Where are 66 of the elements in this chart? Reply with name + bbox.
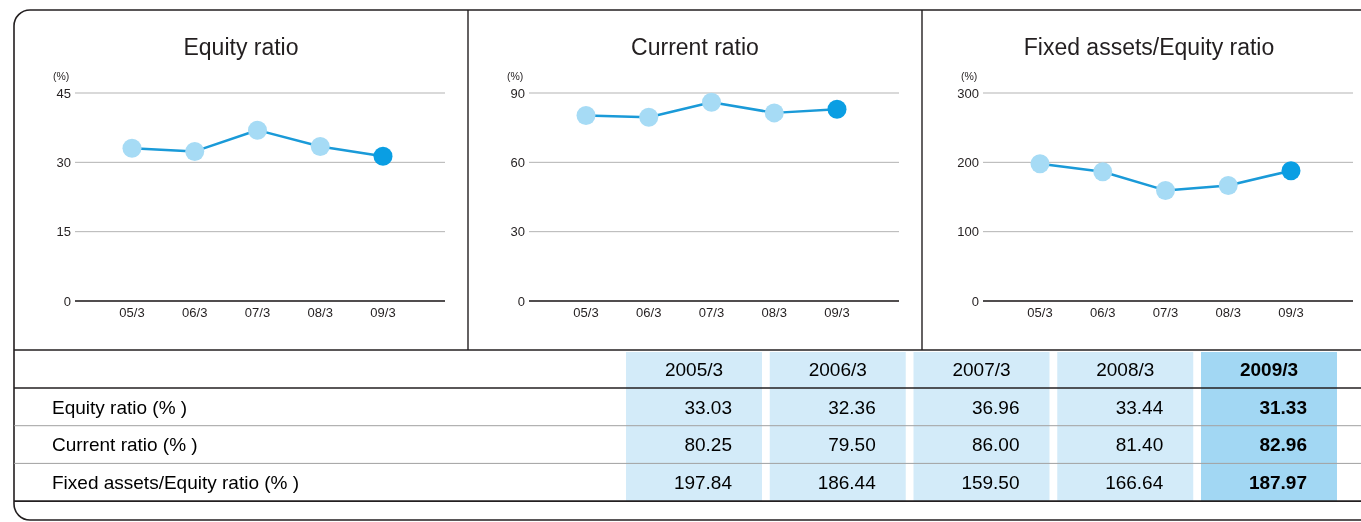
y-tick-label: 200	[957, 154, 979, 170]
data-label: 166.64	[1105, 471, 1164, 493]
text: Equity ratio (% )	[52, 396, 188, 418]
x-tick-label: 05/3	[573, 305, 599, 320]
x-tick-label: 08/3	[761, 305, 787, 320]
data-label: 186.44	[817, 471, 877, 493]
data-label: 197.84	[673, 471, 733, 493]
category-label: 2006/3	[808, 359, 867, 381]
y-tick-label: 15	[56, 224, 71, 240]
chart-title: Equity ratio	[183, 34, 299, 60]
y-tick-label: 0	[517, 293, 525, 309]
point	[1218, 175, 1238, 195]
point	[122, 138, 142, 158]
chart-title: Fixed assets/Equity ratio	[1023, 34, 1275, 60]
text: Current ratio (% )	[52, 434, 198, 456]
category-label: 2008/3	[1096, 359, 1155, 381]
data-label: 86.00	[971, 434, 1020, 456]
y-tick-label: 0	[63, 293, 71, 309]
data-label: 79.50	[828, 434, 876, 456]
y-tick-label: 30	[510, 224, 525, 240]
category-label: 2005/3	[664, 359, 724, 381]
data-label: 159.50	[961, 471, 1020, 493]
x-tick-label: 08/3	[1215, 305, 1241, 320]
x-tick-label: 06/3	[1090, 305, 1116, 320]
data-label: 81.40	[1115, 434, 1164, 456]
y-axis-title: (%)	[961, 70, 978, 82]
x-tick-label: 07/3	[244, 305, 271, 320]
chart-title: Current ratio	[631, 34, 759, 60]
point	[248, 120, 267, 140]
y-axis-title: (%)	[53, 70, 70, 82]
data-label: 82.96	[1259, 434, 1307, 456]
y-tick-label: 100	[957, 224, 979, 240]
x-tick-label: 09/3	[824, 305, 850, 320]
y-axis-title: (%)	[507, 70, 524, 82]
point	[1281, 161, 1301, 181]
x-tick-label: 07/3	[1152, 305, 1179, 320]
point	[310, 136, 330, 156]
x-tick-label: 07/3	[698, 305, 725, 320]
point	[1030, 154, 1050, 174]
data-label: 33.44	[1115, 396, 1164, 418]
data-label: 33.03	[684, 396, 732, 418]
data-label: 36.96	[971, 396, 1020, 418]
text: Fixed assets/Equity ratio (% )	[52, 471, 300, 493]
point	[373, 146, 393, 166]
point	[185, 141, 205, 161]
y-tick-label: 45	[56, 85, 71, 101]
data-label: 32.36	[828, 396, 876, 418]
x-tick-label: 05/3	[1027, 305, 1053, 320]
x-tick-label: 06/3	[182, 305, 208, 320]
x-tick-label: 05/3	[119, 305, 145, 320]
x-tick-label: 06/3	[636, 305, 662, 320]
y-tick-label: 30	[56, 154, 71, 170]
x-tick-label: 09/3	[370, 305, 396, 320]
data-label: 80.25	[684, 434, 732, 456]
point	[1156, 180, 1175, 200]
x-tick-label: 09/3	[1278, 305, 1304, 320]
category-label: 2007/3	[952, 359, 1011, 381]
y-tick-label: 300	[957, 85, 979, 101]
y-tick-label: 90	[510, 85, 525, 101]
x-tick-label: 08/3	[307, 305, 333, 320]
y-tick-label: 60	[510, 154, 525, 170]
y-tick-label: 0	[971, 293, 979, 309]
data-label: 31.33	[1259, 396, 1307, 418]
point	[1093, 162, 1113, 182]
category-label: 2009/3	[1239, 359, 1299, 381]
data-label: 187.97	[1248, 471, 1307, 493]
